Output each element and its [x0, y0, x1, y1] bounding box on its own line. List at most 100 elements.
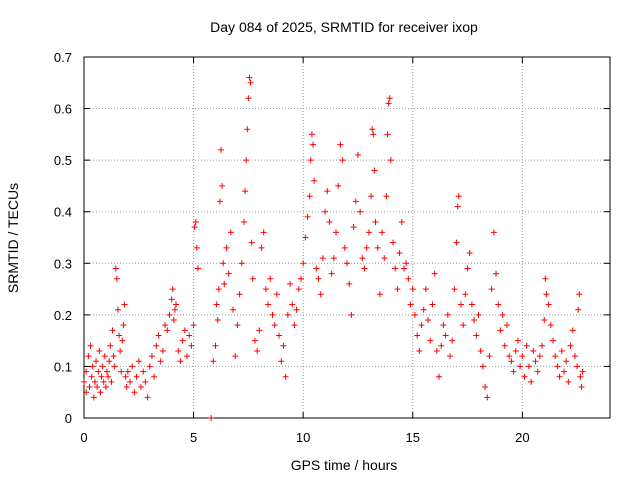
data-point [124, 368, 131, 375]
x-tick-label: 20 [515, 430, 529, 445]
data-point [110, 353, 117, 360]
data-point [83, 368, 90, 375]
data-point [488, 286, 495, 293]
data-point [100, 378, 107, 385]
data-point [276, 332, 283, 339]
data-point [503, 322, 510, 329]
data-point [225, 270, 232, 277]
data-point [248, 239, 255, 246]
data-point [534, 368, 541, 375]
data-point [291, 322, 298, 329]
data-point [447, 353, 454, 360]
data-point [151, 373, 158, 380]
data-point [431, 270, 438, 277]
data-point [81, 378, 87, 385]
data-point [190, 322, 197, 329]
data-point [191, 224, 198, 231]
data-point [484, 394, 491, 401]
y-tick-label: 0.1 [54, 359, 72, 374]
data-point [319, 255, 326, 262]
data-point [90, 394, 97, 401]
data-point [576, 291, 583, 298]
data-point [371, 167, 378, 174]
data-point [98, 373, 105, 380]
data-point [278, 358, 285, 365]
data-point [306, 193, 313, 200]
data-point [170, 317, 177, 324]
data-point [514, 337, 521, 344]
x-tick-label: 5 [190, 430, 197, 445]
data-point [403, 260, 410, 267]
data-point [451, 286, 458, 293]
data-point [271, 322, 278, 329]
x-tick-label: 15 [406, 430, 420, 445]
x-tick-label: 10 [296, 430, 310, 445]
data-point [339, 157, 346, 164]
y-tick-label: 0 [65, 411, 72, 426]
data-point [574, 363, 581, 370]
data-point [405, 275, 412, 282]
data-point [420, 306, 427, 313]
data-point [101, 353, 108, 360]
data-point [575, 306, 582, 313]
points-layer [81, 74, 586, 421]
data-point [414, 332, 421, 339]
data-point [579, 368, 586, 375]
data-point [411, 311, 418, 318]
data-point [384, 131, 391, 138]
data-point [425, 317, 432, 324]
data-point [440, 322, 447, 329]
data-point [346, 280, 353, 287]
data-point [525, 363, 532, 370]
data-point [131, 389, 138, 396]
data-point [215, 286, 222, 293]
data-point [400, 265, 407, 272]
data-point [418, 322, 425, 329]
data-point [517, 363, 524, 370]
data-point [121, 301, 128, 308]
data-point [560, 368, 567, 375]
data-point [173, 301, 180, 308]
data-point [137, 384, 144, 391]
data-point [184, 353, 191, 360]
data-point [300, 260, 307, 267]
data-point [122, 373, 129, 380]
data-point [563, 358, 570, 365]
data-point [454, 203, 461, 210]
data-point [175, 347, 182, 354]
data-point [123, 384, 130, 391]
data-point [545, 301, 552, 308]
data-point [87, 342, 94, 349]
data-point [556, 373, 563, 380]
data-point [216, 198, 223, 205]
data-point [464, 265, 471, 272]
data-point [495, 301, 502, 308]
data-point [102, 384, 109, 391]
y-tick-label: 0.4 [54, 205, 72, 220]
data-point [221, 280, 228, 287]
data-point [111, 363, 118, 370]
data-point [83, 389, 90, 396]
data-point [361, 265, 368, 272]
data-point [457, 301, 464, 308]
data-point [148, 353, 155, 360]
data-point [308, 131, 315, 138]
data-point [260, 229, 267, 236]
data-point [107, 342, 114, 349]
data-point [238, 260, 245, 267]
data-point [541, 317, 548, 324]
data-point [153, 342, 160, 349]
data-point [558, 347, 565, 354]
data-point [86, 384, 93, 391]
data-point [422, 286, 429, 293]
data-point [313, 265, 320, 272]
data-point [460, 322, 467, 329]
data-point [493, 270, 500, 277]
data-point [499, 311, 506, 318]
data-point [105, 373, 112, 380]
data-point [227, 229, 234, 236]
data-point [328, 270, 335, 277]
data-point [219, 182, 226, 189]
data-point [530, 347, 537, 354]
data-point [416, 347, 423, 354]
